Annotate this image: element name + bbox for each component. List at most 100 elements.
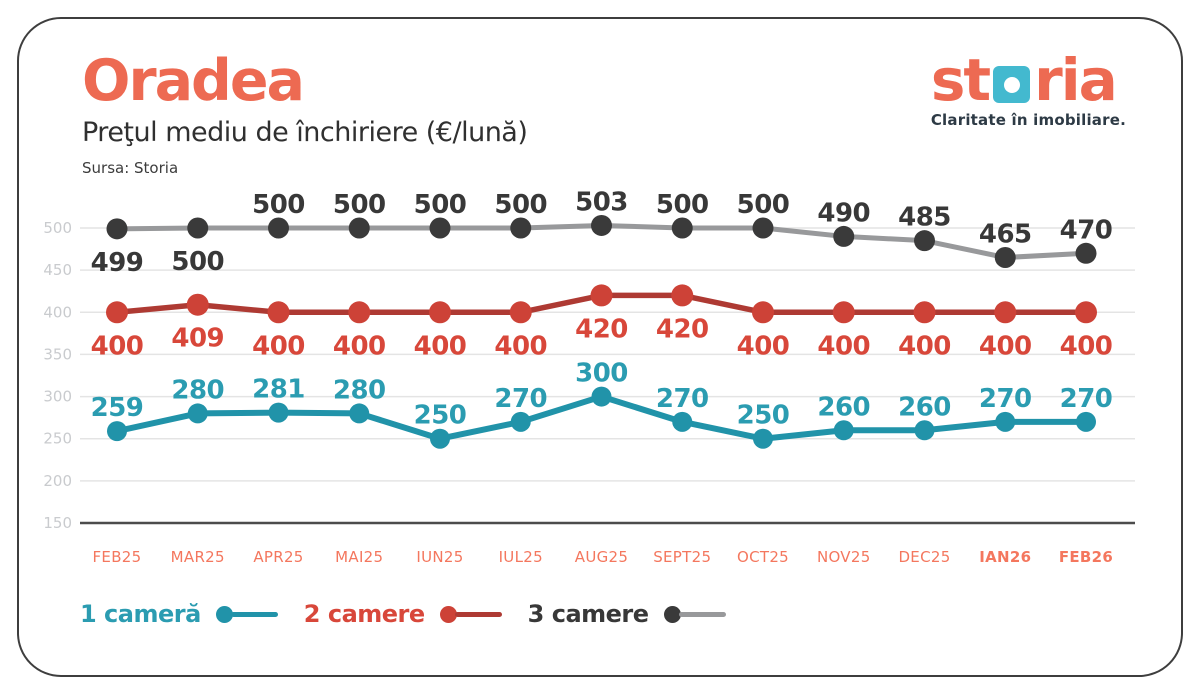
- data-label: 281: [252, 375, 305, 405]
- y-tick-label: 300: [43, 388, 72, 406]
- legend-dot-icon: [439, 605, 457, 623]
- data-label: 400: [91, 331, 144, 361]
- data-point: [994, 247, 1016, 268]
- data-label: 270: [494, 384, 547, 414]
- y-tick-label: 150: [43, 514, 72, 532]
- data-point: [671, 284, 694, 307]
- x-tick-label: DEC25: [898, 548, 950, 566]
- data-label: 250: [414, 401, 467, 431]
- data-point: [106, 218, 128, 240]
- x-tick-label: MAI25: [335, 548, 383, 566]
- data-point: [187, 403, 208, 424]
- data-label: 490: [817, 198, 870, 228]
- legend-line-icon: [678, 611, 726, 617]
- x-tick-label: AUG25: [575, 548, 628, 566]
- y-tick-label: 350: [43, 345, 72, 363]
- data-point: [994, 301, 1017, 324]
- x-tick-label: IUL25: [499, 548, 543, 566]
- logo-text-st: st: [930, 46, 991, 114]
- data-point: [591, 386, 612, 407]
- logo-o-circle-icon: [1003, 76, 1020, 93]
- data-label: 259: [91, 393, 144, 423]
- data-point: [1075, 301, 1097, 324]
- data-label: 470: [1060, 215, 1113, 245]
- data-label: 400: [1060, 331, 1113, 361]
- chart-subtitle: Preţul mediu de închiriere (€/lună): [82, 116, 528, 148]
- data-point: [187, 217, 209, 239]
- legend-marker-icon: [215, 605, 278, 623]
- data-label: 503: [575, 187, 628, 217]
- y-tick-label: 250: [43, 430, 72, 448]
- legend-label: 1 cameră: [80, 600, 201, 628]
- data-point: [268, 217, 289, 239]
- data-point: [1076, 411, 1096, 432]
- y-tick-label: 500: [43, 219, 72, 237]
- legend-item-1-camera: 1 cameră: [80, 600, 278, 628]
- legend-label: 3 camere: [527, 600, 649, 628]
- data-point: [672, 411, 693, 432]
- data-label: 400: [494, 331, 547, 361]
- data-label: 400: [333, 331, 386, 361]
- data-label: 499: [91, 248, 144, 278]
- data-label: 500: [414, 190, 467, 220]
- data-point: [106, 301, 128, 324]
- data-label: 500: [252, 190, 305, 220]
- data-point: [348, 217, 370, 239]
- x-tick-label: NOV25: [817, 548, 871, 566]
- legend-dot-icon: [663, 605, 681, 623]
- logo-text-ria: ria: [1034, 46, 1118, 114]
- data-label: 400: [979, 331, 1032, 361]
- legend-line-icon: [230, 611, 278, 617]
- data-point: [833, 420, 854, 441]
- legend-marker-icon: [439, 605, 502, 623]
- data-point: [752, 217, 774, 239]
- data-label: 270: [979, 384, 1032, 414]
- data-point: [832, 301, 855, 324]
- data-point: [186, 293, 209, 316]
- data-point: [267, 301, 290, 324]
- data-label: 420: [656, 314, 709, 344]
- legend: 1 cameră 2 camere 3 camere: [80, 600, 726, 628]
- data-label: 270: [1060, 384, 1113, 414]
- data-label: 400: [817, 331, 870, 361]
- chart-header: Oradea Preţul mediu de închiriere (€/lun…: [82, 48, 528, 177]
- logo-o-square-icon: [993, 66, 1031, 104]
- data-label: 500: [171, 247, 224, 277]
- x-tick-label: MAR25: [171, 548, 225, 566]
- legend-item-2-camere: 2 camere: [304, 600, 502, 628]
- x-tick-label: IAN26: [979, 548, 1031, 566]
- legend-label: 2 camere: [303, 600, 425, 628]
- data-point: [914, 230, 935, 252]
- x-tick-label: OCT25: [737, 548, 789, 566]
- data-label: 465: [979, 220, 1032, 250]
- data-label: 270: [656, 384, 709, 414]
- data-point: [349, 403, 370, 424]
- page-title: Oradea: [82, 48, 305, 114]
- data-point: [1075, 242, 1097, 264]
- data-point: [429, 301, 451, 324]
- data-label: 400: [414, 331, 467, 361]
- data-point: [510, 217, 532, 239]
- x-tick-label: APR25: [253, 548, 303, 566]
- data-label: 500: [737, 190, 790, 220]
- data-point: [995, 411, 1016, 432]
- legend-line-icon: [454, 611, 502, 617]
- x-tick-label: FEB26: [1059, 548, 1113, 566]
- x-tick-label: SEPT25: [653, 548, 711, 566]
- data-point: [430, 428, 450, 449]
- data-point: [914, 420, 935, 441]
- data-point: [429, 217, 451, 239]
- data-label: 400: [898, 331, 951, 361]
- data-label: 409: [171, 324, 224, 354]
- data-point: [348, 301, 371, 324]
- data-point: [752, 301, 774, 324]
- y-tick-label: 200: [43, 472, 72, 490]
- x-tick-label: FEB25: [93, 548, 142, 566]
- data-point: [833, 225, 855, 247]
- data-point: [671, 217, 693, 239]
- x-tick-label: IUN25: [416, 548, 463, 566]
- data-point: [590, 284, 613, 307]
- data-label: 400: [737, 331, 790, 361]
- storia-logo: st ria Claritate în imobiliare.: [930, 46, 1126, 129]
